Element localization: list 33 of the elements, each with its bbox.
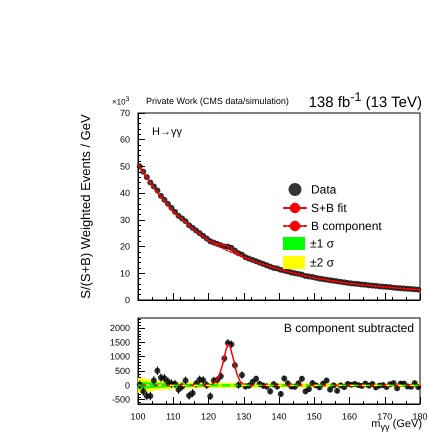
y-tick-label: 500 [114,366,130,376]
x-tick-label: 100 [130,412,146,422]
y-tick-label: 70 [120,108,130,118]
x-tick-label: 130 [236,412,252,422]
x-tick-label: 160 [342,412,358,422]
x-tick-label: 150 [306,412,322,422]
text: 138 fb$^{-1}$ (13 TeV) [308,90,422,111]
y-tick-label: 2000 [110,323,130,334]
y-tick-label: 20 [120,242,130,252]
y-tick-label: 30 [120,214,130,225]
y-tick-label: 0 [124,380,130,390]
legend-label: Data [311,182,337,196]
y-tick-label: 0 [124,295,130,305]
x-tick-label: 170 [377,412,392,422]
y-tick-label: -500 [112,394,130,405]
legend-label: S+B fit [311,201,348,215]
y-tick-label: 40 [120,188,130,198]
x-tick-label: 110 [166,412,180,422]
y-tick-label: 10 [120,268,130,278]
y-tick-label: 1000 [110,352,130,362]
annotation: B component subtracted [284,321,414,335]
legend-label: ±1 σ [310,236,335,250]
y-tick-label: 60 [120,134,130,145]
text: ×10$^{3}$ [112,96,130,107]
y-axis-title: S/(S+B) Weighted Events / GeV [78,114,93,299]
x-tick-label: 120 [200,412,216,422]
annotation: H→γγ [152,126,182,138]
y-tick-label: 50 [120,161,130,172]
x-tick-label: 140 [271,412,287,422]
y-tick-label: 1500 [110,337,130,348]
text: Private Work (CMS data/simulation) [146,96,289,106]
legend-label: B component [311,219,382,233]
legend-label: ±2 σ [310,256,335,270]
